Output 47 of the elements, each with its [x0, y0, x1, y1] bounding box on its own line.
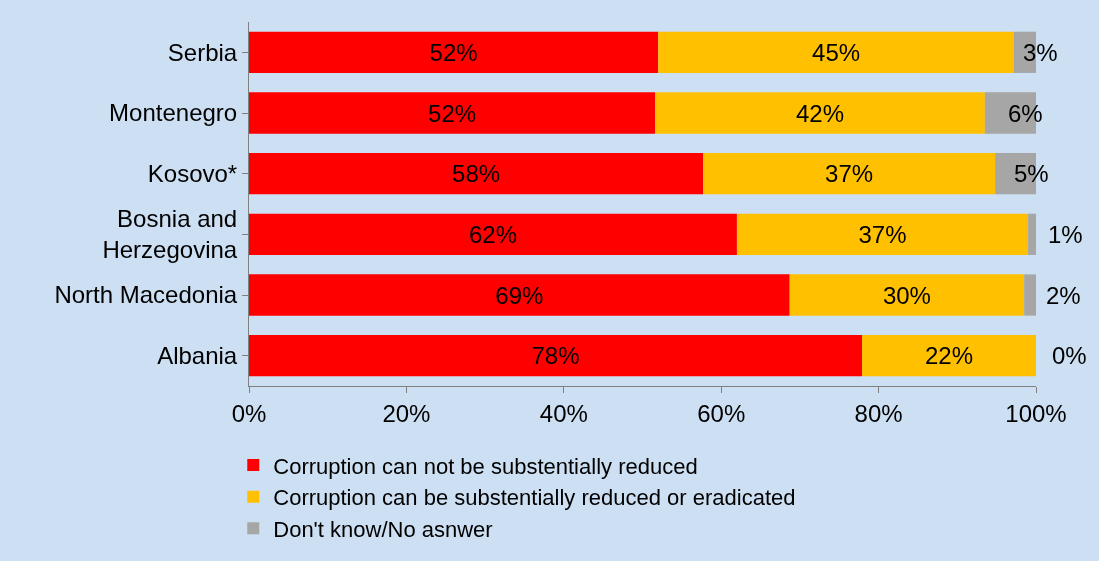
- bar: [249, 92, 656, 134]
- bar: [736, 213, 1029, 255]
- y-tick-label: Montenegro: [109, 99, 238, 127]
- data-label: 0%: [1052, 342, 1087, 369]
- data-label: 52%: [428, 99, 477, 127]
- bar: [249, 213, 737, 255]
- bar: [249, 335, 863, 377]
- x-tick-label: 40%: [539, 399, 588, 427]
- data-label: 69%: [495, 281, 544, 309]
- bar: [862, 335, 1036, 377]
- data-label: 58%: [452, 160, 501, 188]
- y-tick-label: Serbia: [167, 38, 238, 66]
- x-tick-label: 60%: [697, 399, 746, 427]
- bar: [658, 31, 1014, 73]
- x-tick-label: 100%: [1005, 399, 1067, 427]
- x-tick-label: 20%: [382, 399, 431, 427]
- legend-label: Corruption can be substentially reduced or eradicated: [273, 485, 796, 511]
- data-label: 3%: [1023, 39, 1058, 66]
- data-label: 2%: [1046, 282, 1081, 309]
- y-tick-label: Kosovo*: [147, 160, 238, 188]
- bar: [249, 31, 659, 73]
- x-tick-label: 80%: [854, 399, 903, 427]
- data-label: 62%: [468, 220, 517, 248]
- data-label: 45%: [812, 38, 861, 66]
- bar: [703, 153, 996, 195]
- legend-label: Corruption can not be substentially reduced: [273, 453, 698, 479]
- legend-label: Don't know/No asnwer: [273, 516, 493, 542]
- bar: [1028, 213, 1036, 255]
- data-label: 1%: [1048, 221, 1083, 248]
- bar: [1024, 274, 1036, 316]
- data-label: 22%: [925, 342, 974, 370]
- bar: [655, 92, 985, 134]
- data-label: 37%: [858, 220, 907, 248]
- data-label: 42%: [795, 99, 844, 127]
- data-label: 52%: [429, 38, 478, 66]
- data-label: 37%: [825, 160, 874, 188]
- data-label: 6%: [1008, 100, 1043, 127]
- data-label: 78%: [531, 342, 580, 370]
- y-tick-label: Albania: [157, 342, 238, 370]
- data-label: 30%: [882, 281, 931, 309]
- bar: [249, 274, 790, 316]
- data-label: 5%: [1014, 160, 1049, 187]
- y-tick-label: Bosnia and Herzegovina: [102, 205, 238, 264]
- bar: [789, 274, 1025, 316]
- y-tick-label: North Macedonia: [54, 281, 238, 309]
- bar: [249, 153, 704, 195]
- x-tick-label: 0%: [231, 399, 267, 427]
